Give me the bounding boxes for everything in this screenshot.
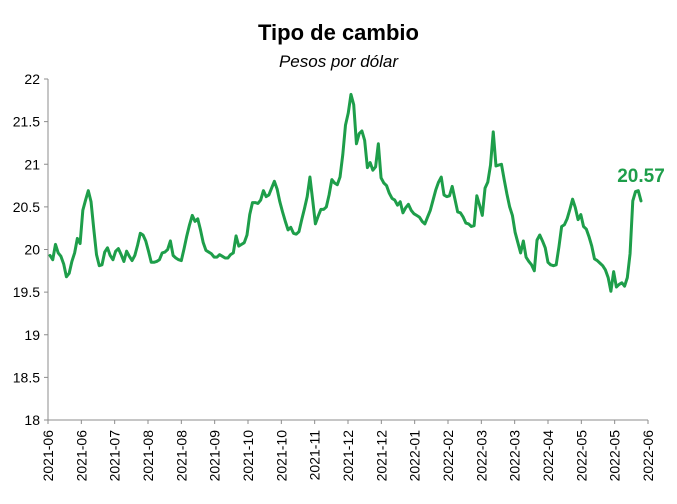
series-line	[48, 92, 643, 293]
y-tick-label: 19.5	[13, 284, 40, 300]
y-tick-label: 20	[24, 242, 40, 258]
chart-subtitle: Pesos por dólar	[278, 52, 399, 71]
x-tick-label: 2022-03	[507, 430, 523, 482]
x-tick-label: 2022-01	[407, 430, 423, 482]
x-tick-label: 2021-06	[73, 430, 89, 482]
x-tick-label: 2021-11	[307, 430, 323, 481]
x-tick-label: 2021-07	[107, 430, 123, 482]
y-tick-label: 18	[24, 412, 40, 428]
chart-title: Tipo de cambio	[258, 20, 419, 45]
x-tick-label: 2022-02	[440, 430, 456, 482]
x-tick-label: 2022-05	[573, 430, 589, 482]
x-tick-label: 2022-03	[473, 430, 489, 482]
y-tick-label: 21.5	[13, 114, 40, 130]
x-tick-label: 2021-12	[373, 430, 389, 482]
x-tick-label: 2021-06	[40, 430, 56, 482]
x-tick-label: 2021-10	[240, 430, 256, 482]
y-tick-label: 18.5	[13, 369, 40, 385]
y-tick-label: 20.5	[13, 199, 40, 215]
y-tick-label: 22	[24, 71, 40, 87]
x-tick-label: 2021-08	[140, 430, 156, 482]
x-tick-label: 2021-12	[340, 430, 356, 482]
x-tick-label: 2022-04	[540, 430, 556, 482]
x-tick-label: 2021-10	[273, 430, 289, 482]
x-tick-label: 2022-06	[640, 430, 656, 482]
x-tick-label: 2021-08	[173, 430, 189, 482]
x-tick-label: 2021-09	[207, 430, 223, 482]
y-tick-label: 19	[24, 327, 40, 343]
y-tick-label: 21	[24, 156, 40, 172]
end-value-label: 20.57	[617, 166, 665, 187]
x-tick-label: 2022-05	[607, 430, 623, 482]
